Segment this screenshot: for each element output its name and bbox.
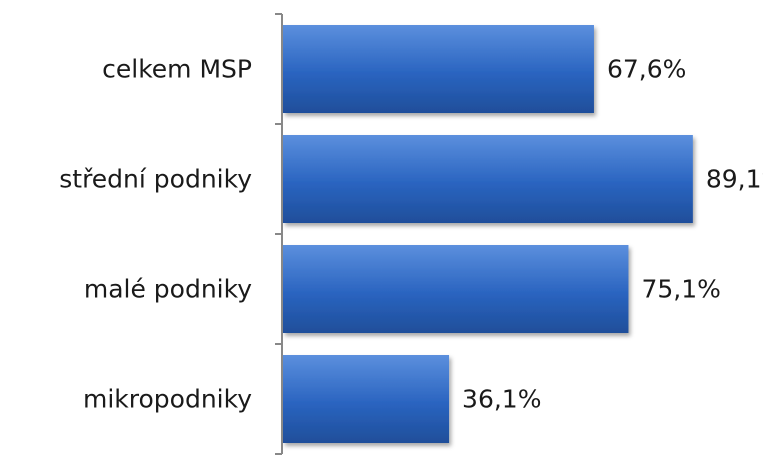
bar <box>283 245 629 333</box>
category-axis <box>275 13 283 455</box>
bar <box>283 25 594 113</box>
data-label: 75,1% <box>641 275 720 304</box>
labels-group: celkem MSP 67,6% střední podniky 89,1% malé … <box>59 55 763 414</box>
category-label: malé podniky <box>84 275 252 304</box>
category-label: celkem MSP <box>102 55 252 84</box>
category-label: střední podniky <box>59 165 252 194</box>
bars-group <box>283 25 693 443</box>
bar <box>283 135 693 223</box>
data-label: 67,6% <box>607 55 686 84</box>
data-label: 36,1% <box>462 385 541 414</box>
data-label: 89,1% <box>706 165 763 194</box>
bar <box>283 355 450 443</box>
category-label: mikropodniky <box>83 385 252 414</box>
